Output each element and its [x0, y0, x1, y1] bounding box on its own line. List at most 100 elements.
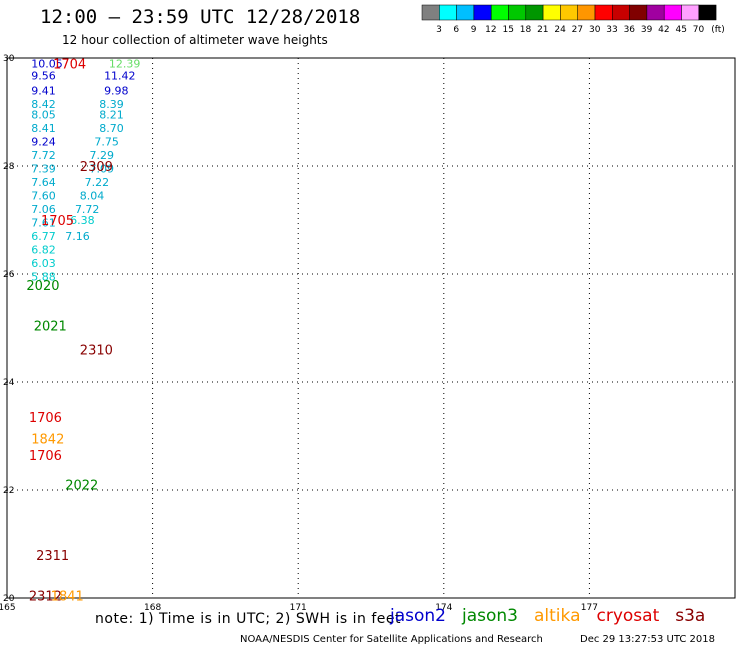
legend-swatch	[421, 4, 440, 21]
pass-time-label: 2020	[26, 279, 59, 294]
swh-value-label: 7.22	[85, 176, 110, 189]
pass-time-label: 1841	[51, 589, 84, 604]
swh-value-label: 7.72	[31, 149, 56, 162]
pass-time-label: 2309	[80, 160, 113, 175]
swh-value-label: 8.21	[99, 109, 124, 122]
swh-value-label: 7.64	[31, 176, 56, 189]
swh-value-label: 7.09	[90, 163, 115, 176]
legend-tick-label: 15	[502, 25, 513, 35]
legend-tick-label: 70	[693, 25, 705, 35]
legend-swatch	[560, 4, 578, 21]
pass-time-label: 1705	[41, 214, 74, 229]
swh-value-label: 12.39	[109, 57, 141, 70]
chart-title: 12:00 – 23:59 UTC 12/28/2018	[40, 6, 361, 28]
x-tick-label: 174	[435, 603, 452, 613]
x-tick-label: 171	[290, 603, 307, 613]
swh-value-label: 9.41	[31, 84, 56, 97]
legend-swatch	[698, 4, 717, 21]
legend-tick-label: 9	[471, 25, 477, 35]
swh-value-label: 11.42	[104, 69, 136, 82]
legend-tick-label: 36	[624, 25, 636, 35]
legend-tick-label: 6	[453, 25, 459, 35]
mission-jason3: jason3	[462, 606, 518, 626]
swh-value-label: 7.16	[65, 230, 90, 243]
swh-value-label: 7.61	[31, 217, 56, 230]
swh-value-label: 8.04	[80, 190, 105, 203]
legend-tick-label: 45	[675, 25, 686, 35]
legend-swatch	[525, 4, 544, 21]
legend-swatch	[439, 4, 457, 21]
swh-value-label: 8.70	[99, 122, 124, 135]
swh-value-label: 7.72	[75, 203, 100, 216]
legend-tick-label: 12	[485, 25, 496, 35]
swh-value-label: 6.38	[70, 214, 95, 227]
y-tick-label: 22	[3, 486, 14, 496]
swh-value-label: 7.29	[90, 149, 115, 162]
mission-cryosat: cryosat	[596, 606, 660, 626]
legend-swatch	[473, 4, 492, 21]
legend-tick-label: 24	[554, 25, 566, 35]
swh-value-label: 7.06	[31, 203, 56, 216]
legend-tick-label: 39	[641, 25, 653, 35]
pass-time-label: 1842	[31, 433, 64, 448]
legend-tick-label: 33	[606, 25, 617, 35]
legend-swatch	[508, 4, 527, 21]
legend-tick-label: 21	[537, 25, 548, 35]
y-tick-label: 20	[3, 594, 15, 604]
mission-altika: altika	[534, 606, 581, 626]
chart-subtitle: 12 hour collection of altimeter wave hei…	[62, 33, 328, 47]
swh-value-label: 6.82	[31, 244, 56, 257]
swh-value-label: 9.56	[31, 69, 56, 82]
swh-value-label: 9.24	[31, 136, 56, 149]
pass-time-label: 2311	[36, 549, 69, 564]
pass-time-label: 1706	[29, 449, 62, 464]
swh-value-label: 9.98	[104, 84, 129, 97]
legend-swatch	[663, 4, 682, 21]
x-tick-label: 177	[581, 603, 598, 613]
y-tick-label: 28	[3, 162, 15, 172]
y-tick-label: 24	[3, 378, 15, 388]
legend-unit: (ft)	[711, 25, 725, 35]
legend-swatch	[542, 4, 561, 21]
swh-value-label: 7.75	[94, 136, 119, 149]
swh-value-label: 8.05	[31, 109, 56, 122]
legend-swatch	[612, 4, 630, 21]
footer-note: note: 1) Time is in UTC; 2) SWH is in fe…	[95, 611, 402, 627]
legend-tick-label: 18	[520, 25, 532, 35]
swh-value-label: 7.60	[31, 190, 56, 203]
legend-swatch	[456, 4, 475, 21]
credit-text: NOAA/NESDIS Center for Satellite Applica…	[240, 634, 543, 645]
pass-time-label: 2310	[80, 344, 113, 359]
legend-tick-label: 42	[658, 25, 669, 35]
pass-time-label: 1704	[53, 57, 86, 72]
legend-swatch	[681, 4, 700, 21]
y-tick-label: 30	[3, 54, 15, 64]
legend-swatch	[629, 4, 648, 21]
x-tick-label: 168	[144, 603, 161, 613]
legend-swatch	[577, 4, 596, 21]
legend-tick-label: 3	[436, 25, 442, 35]
timestamp-text: Dec 29 13:27:53 UTC 2018	[580, 634, 715, 645]
legend-tick-label: 27	[572, 25, 583, 35]
swh-value-label: 6.77	[31, 230, 56, 243]
swh-value-label: 7.39	[31, 163, 56, 176]
mission-jason2: jason2	[390, 606, 446, 626]
legend-swatch	[646, 4, 665, 21]
mission-s3a: s3a	[675, 606, 706, 626]
swh-value-label: 8.41	[31, 122, 56, 135]
swh-value-label: 8.39	[99, 98, 124, 111]
swh-value-label: 6.03	[31, 257, 56, 270]
legend-tick-label: 30	[589, 25, 601, 35]
legend-swatch	[490, 4, 509, 21]
pass-time-label: 1706	[29, 411, 62, 426]
swh-value-label: 10.05	[31, 57, 63, 70]
pass-time-label: 2312	[29, 589, 62, 604]
pass-time-label: 2021	[34, 319, 67, 334]
legend-swatch	[594, 4, 613, 21]
pass-time-label: 2022	[65, 479, 98, 494]
swh-value-label: 8.42	[31, 98, 56, 111]
plot-frame	[6, 57, 736, 599]
x-tick-label: 165	[0, 603, 16, 613]
swh-value-label: 5.88	[31, 271, 56, 284]
